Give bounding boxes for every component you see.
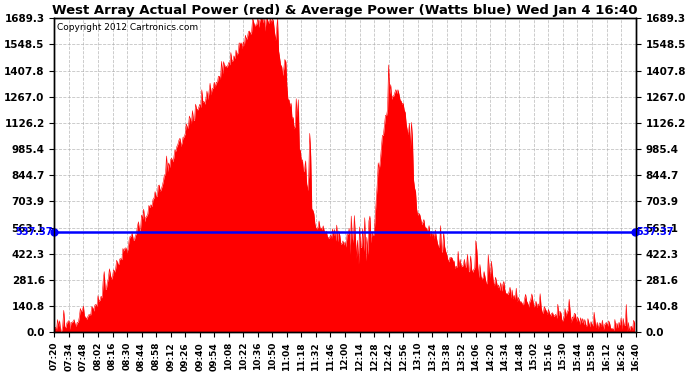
Text: Copyright 2012 Cartronics.com: Copyright 2012 Cartronics.com	[57, 23, 199, 32]
Title: West Array Actual Power (red) & Average Power (Watts blue) Wed Jan 4 16:40: West Array Actual Power (red) & Average …	[52, 4, 638, 17]
Text: 537.37: 537.37	[14, 227, 52, 237]
Text: 537.37: 537.37	[636, 227, 673, 237]
